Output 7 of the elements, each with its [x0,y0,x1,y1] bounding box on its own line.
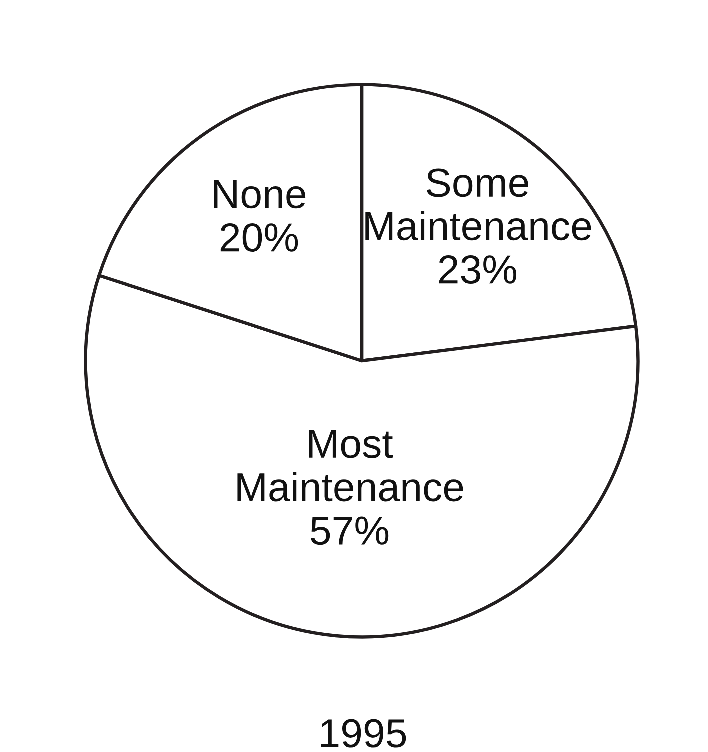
data-label: 20% [220,223,298,252]
data-label: 23% [439,255,517,284]
data-label: 57% [311,516,389,546]
slice-label: Some Maintenance [366,168,592,241]
slice-label: None [214,180,306,209]
text: 1995 [321,719,406,748]
slice-label: Most Maintenance [238,430,464,502]
